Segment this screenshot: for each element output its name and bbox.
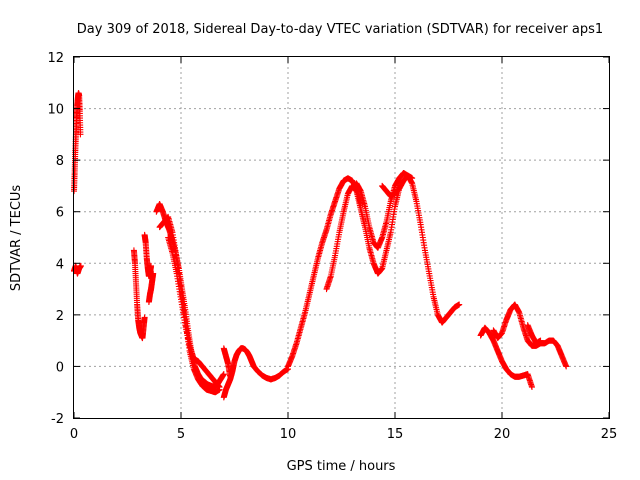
y-tick-label: 12 <box>47 51 64 66</box>
series-seg-mid-b <box>220 345 234 380</box>
series-seg-short-a <box>130 247 148 342</box>
data-point <box>220 371 227 378</box>
data-point <box>150 270 157 277</box>
y-tick-label: 2 <box>56 309 64 324</box>
data-point <box>456 301 463 308</box>
x-axis-label: GPS time / hours <box>287 459 396 474</box>
y-tick-label: 8 <box>56 154 64 169</box>
plot-frame <box>73 56 610 419</box>
data-point <box>77 131 84 138</box>
y-tick-label: 6 <box>56 206 64 221</box>
data-point <box>77 262 84 269</box>
data-point <box>227 373 234 380</box>
data-point <box>216 384 223 391</box>
series-seg-mid-dip <box>220 345 291 401</box>
data-point <box>528 384 535 391</box>
y-tick-label: 10 <box>47 103 64 118</box>
y-tick-label: 0 <box>56 360 64 375</box>
data-markers <box>71 90 570 401</box>
data-point <box>148 262 155 269</box>
series-seg-short-b <box>141 231 155 280</box>
series-seg-early-low <box>71 262 84 277</box>
x-tick-label: 10 <box>280 427 297 442</box>
chart-title: Day 309 of 2018, Sidereal Day-to-day VTE… <box>77 22 603 37</box>
data-point <box>537 337 544 344</box>
series-seg-peak-b <box>379 172 416 200</box>
data-point <box>141 314 148 321</box>
y-tick-label: -2 <box>51 412 64 427</box>
data-point <box>563 363 570 370</box>
series-seg-short-c <box>145 270 157 305</box>
x-tick-label: 5 <box>177 427 185 442</box>
data-point <box>409 175 416 182</box>
series-seg-rise-a <box>285 175 364 370</box>
y-axis-ticks: -2 0 2 4 6 8 10 12 <box>47 51 609 427</box>
y-tick-label: 4 <box>56 257 64 272</box>
x-tick-label: 0 <box>70 427 78 442</box>
x-tick-label: 15 <box>387 427 404 442</box>
series-seg-late-a <box>477 324 535 391</box>
series-seg-late-c <box>524 322 544 347</box>
y-axis-label: SDTVAR / TECUs <box>9 185 24 292</box>
x-tick-label: 20 <box>494 427 511 442</box>
x-axis-ticks: 0 5 10 15 20 25 <box>70 57 617 442</box>
x-tick-label: 25 <box>601 427 618 442</box>
series-seg-early-spike <box>71 90 84 195</box>
series-seg-decline-c <box>165 234 223 391</box>
